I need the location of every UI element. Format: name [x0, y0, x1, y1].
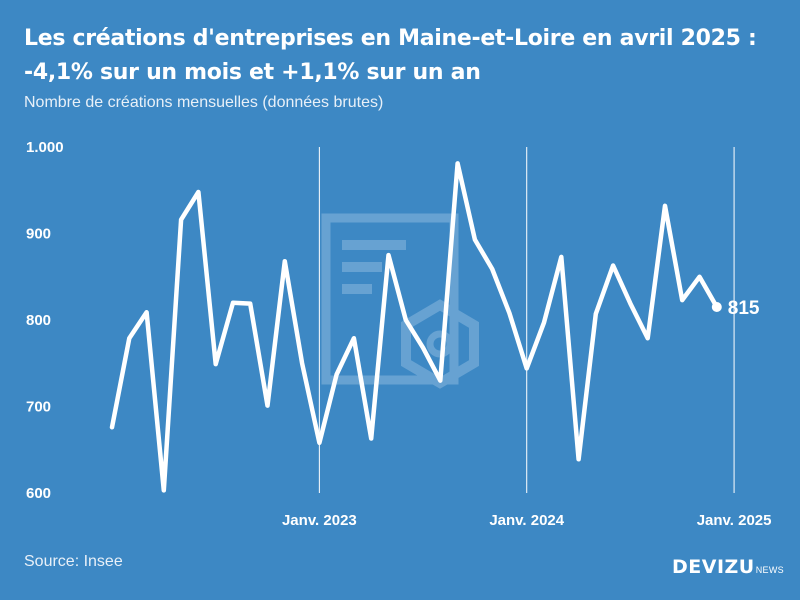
source-note: Source: Insee [24, 553, 123, 570]
watermark-logo-icon [321, 213, 479, 389]
title-line-2: -4,1% sur un mois et +1,1% sur un an [24, 60, 481, 85]
chart-subtitle: Nombre de créations mensuelles (données … [24, 94, 384, 111]
y-tick-label-3: 700 [26, 399, 51, 416]
brand-suffix: NEWS [755, 565, 784, 575]
series-line [109, 161, 720, 493]
last-point-marker [711, 302, 722, 313]
chart-title: Les créations d'entreprises en Maine-et-… [24, 22, 784, 90]
x-tick-label-1: Janv. 2024 [489, 512, 564, 529]
y-tick-label-2: 800 [26, 312, 51, 329]
x-tick-label-0: Janv. 2023 [282, 512, 357, 529]
y-tick-label-1: 900 [26, 226, 51, 243]
y-tick-label-4: 600 [26, 485, 51, 502]
y-tick-label-0: 1.000 [26, 139, 64, 156]
x-tick-label-2: Janv. 2025 [697, 512, 772, 529]
brand-name: DEVIZU [672, 556, 755, 578]
title-line-1: Les créations d'entreprises en Maine-et-… [24, 26, 757, 51]
last-value-label: 815 [728, 298, 760, 319]
brand-logo: DEVIZU NEWS [672, 556, 784, 578]
